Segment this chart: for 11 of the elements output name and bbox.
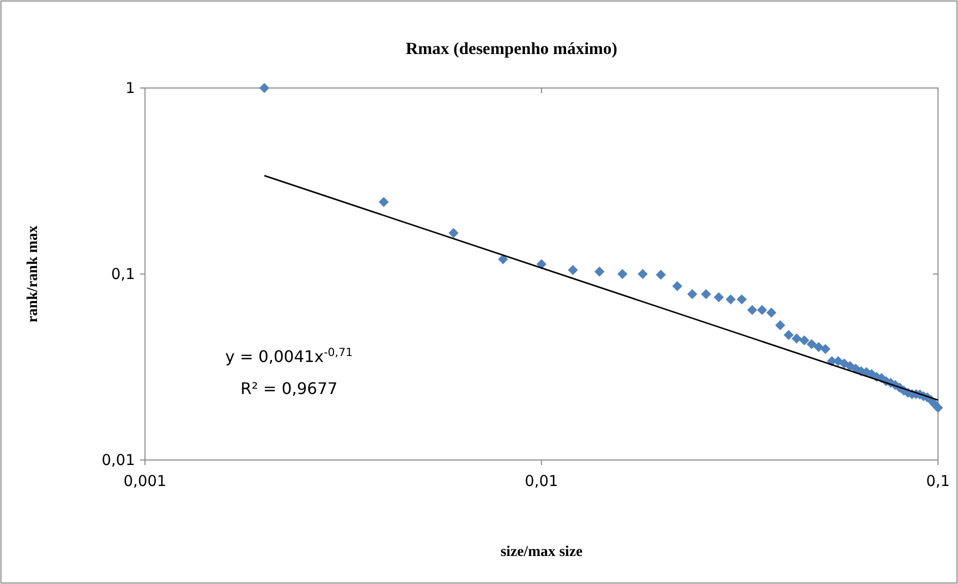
x-axis-title: size/max size — [500, 544, 583, 560]
y-tick-label: 1 — [125, 79, 135, 97]
x-tick-label: 0,01 — [524, 472, 558, 490]
y-tick-label: 0,01 — [102, 451, 135, 469]
annotation: R² = 0,9677 — [240, 379, 338, 398]
y-tick-label: 0,1 — [111, 265, 135, 283]
annotation: y = 0,0041x$^{-0,71}$ — [225, 346, 353, 366]
y-axis-title: rank/rank max — [25, 224, 41, 323]
x-tick-label: 0,1 — [926, 472, 950, 490]
x-tick-label: 0,001 — [124, 472, 166, 490]
chart-title: Rmax (desempenho máximo) — [406, 39, 618, 58]
